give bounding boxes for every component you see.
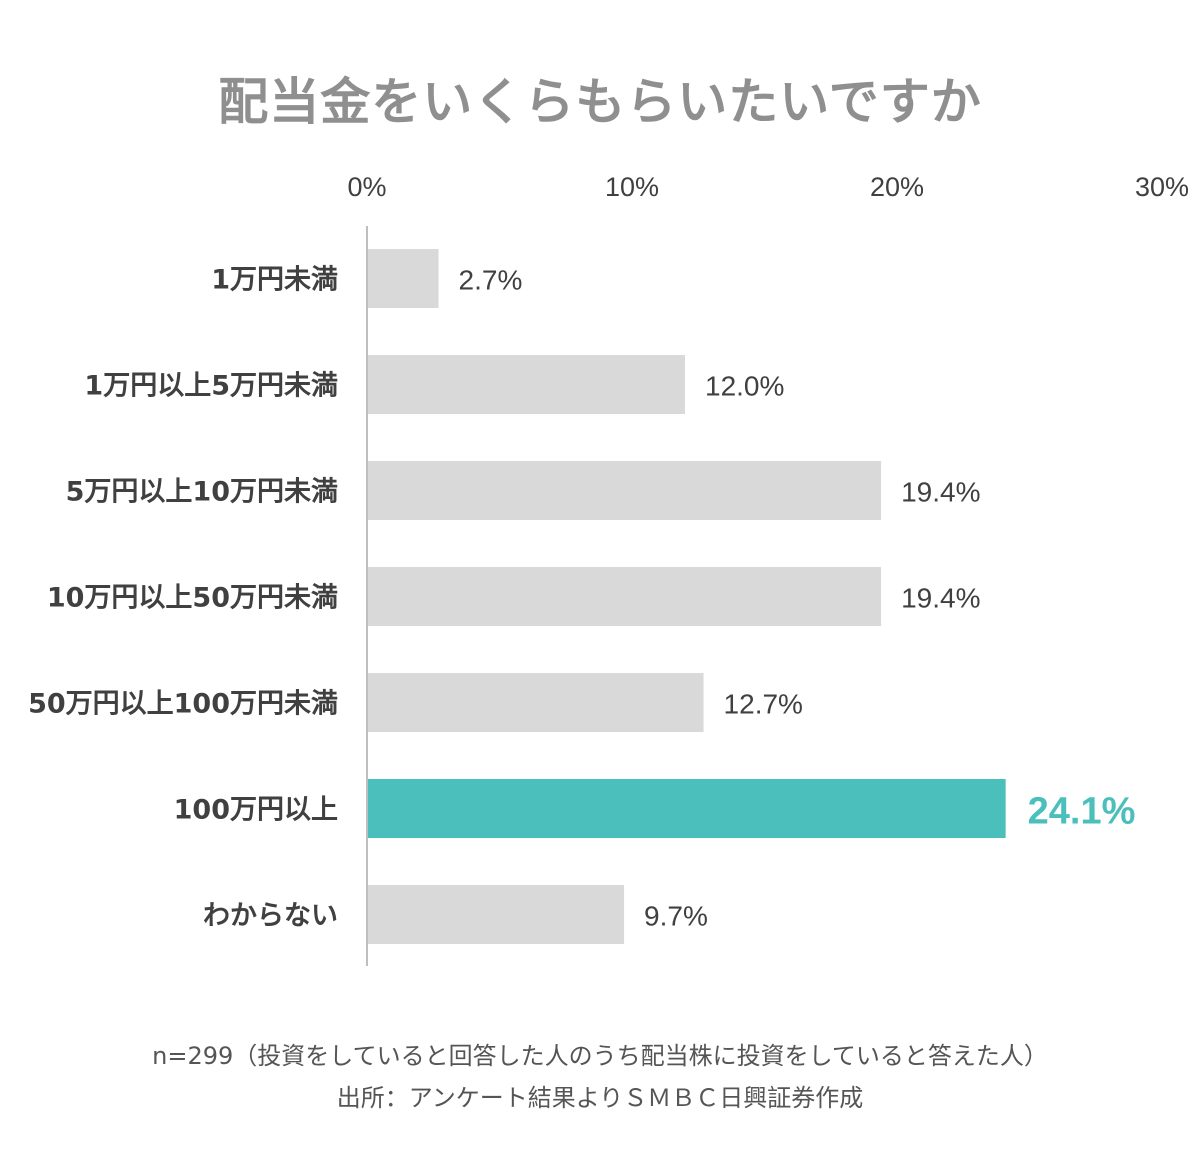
- bar: [368, 673, 704, 732]
- value-label: 24.1%: [1028, 791, 1136, 833]
- value-label: 9.7%: [644, 901, 708, 932]
- value-label: 2.7%: [459, 265, 523, 296]
- x-tick-label: 20%: [870, 172, 924, 202]
- category-label: 1万円未満: [211, 265, 338, 296]
- bar: [368, 885, 625, 944]
- bar: [368, 461, 882, 520]
- x-tick-label: 0%: [347, 172, 386, 202]
- value-label: 19.4%: [901, 477, 980, 508]
- category-label: 100万円以上: [174, 795, 338, 826]
- value-label: 12.7%: [724, 689, 803, 720]
- x-tick-label: 10%: [605, 172, 659, 202]
- x-tick-label: 30%: [1135, 172, 1189, 202]
- chart-title: 配当金をいくらもらいたいですか: [218, 73, 982, 131]
- bar: [368, 249, 439, 308]
- bar: [368, 779, 1006, 838]
- sample-note: n=299（投資をしていると回答した人のうち配当株に投資をしていると答えた人）: [152, 1042, 1048, 1070]
- category-label: 50万円以上100万円未満: [28, 689, 338, 720]
- category-label: 5万円以上10万円未満: [66, 477, 338, 508]
- value-label: 19.4%: [901, 583, 980, 614]
- source-note: 出所：アンケート結果よりＳＭＢＣ日興証券作成: [336, 1084, 864, 1112]
- category-label: 10万円以上50万円未満: [47, 583, 338, 614]
- bar: [368, 355, 685, 414]
- bar-chart: 0% 10% 20% 30% 1万円未満 2.7% 1万円以上5万円未満 12.0% 5万円以上…: [28, 172, 1189, 966]
- bar: [368, 567, 882, 626]
- value-label: 12.0%: [705, 371, 784, 402]
- category-label: わからない: [203, 901, 338, 932]
- category-label: 1万円以上5万円未満: [84, 371, 338, 402]
